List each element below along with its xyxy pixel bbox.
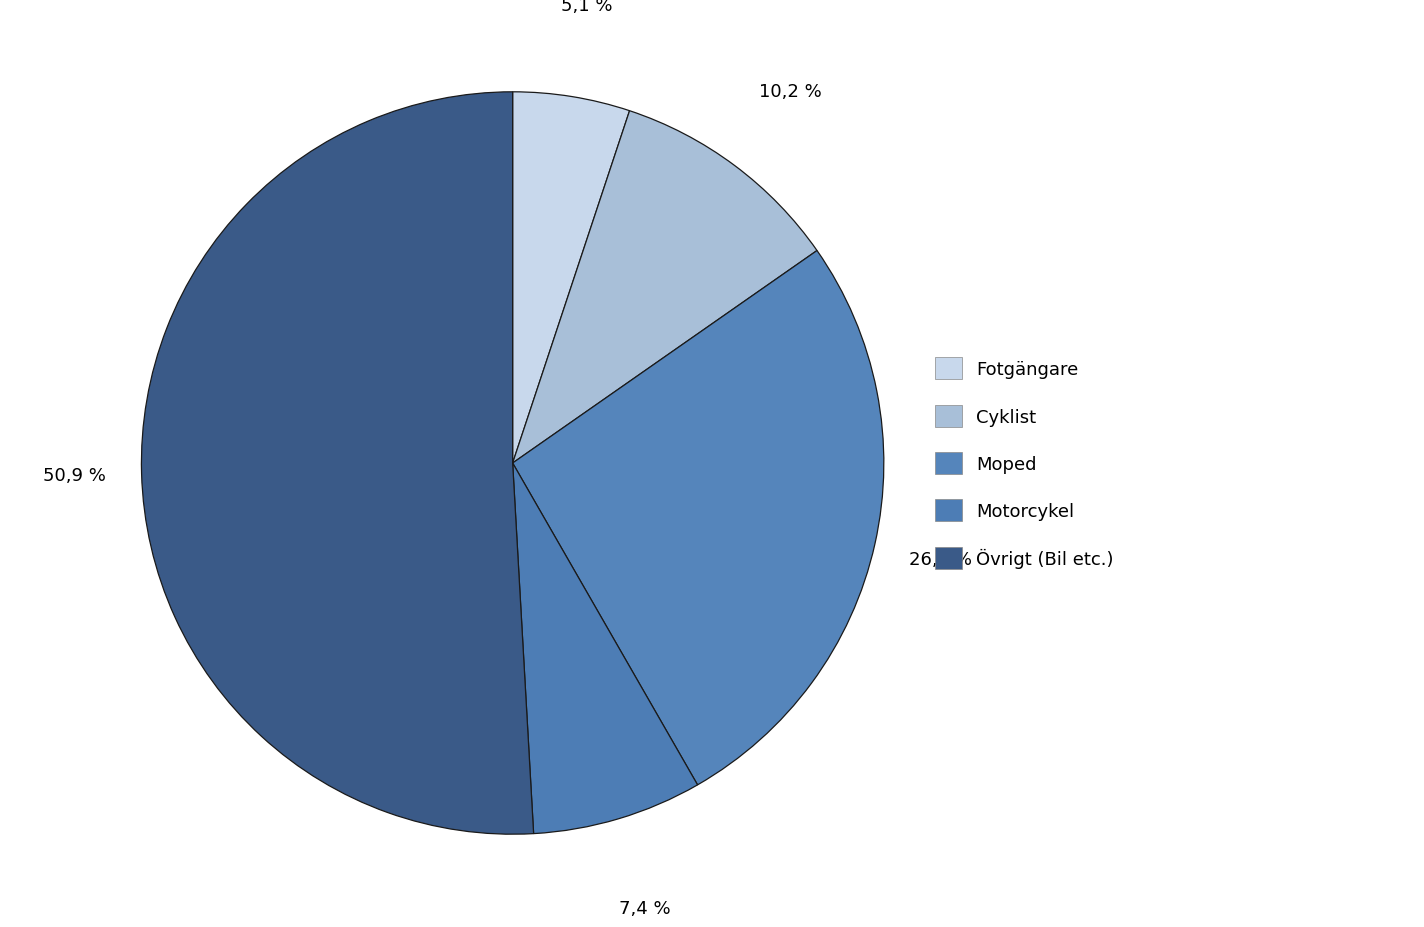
Text: 10,2 %: 10,2 %: [759, 83, 822, 101]
Wedge shape: [513, 464, 698, 833]
Text: 50,9 %: 50,9 %: [43, 467, 107, 485]
Text: 5,1 %: 5,1 %: [561, 0, 612, 15]
Text: 7,4 %: 7,4 %: [619, 899, 671, 917]
Legend: Fotgängare, Cyklist, Moped, Motorcykel, Övrigt (Bil etc.): Fotgängare, Cyklist, Moped, Motorcykel, …: [934, 358, 1114, 569]
Wedge shape: [513, 93, 629, 464]
Wedge shape: [513, 111, 817, 464]
Wedge shape: [513, 251, 884, 785]
Wedge shape: [141, 93, 534, 834]
Text: 26,4 %: 26,4 %: [909, 550, 971, 568]
